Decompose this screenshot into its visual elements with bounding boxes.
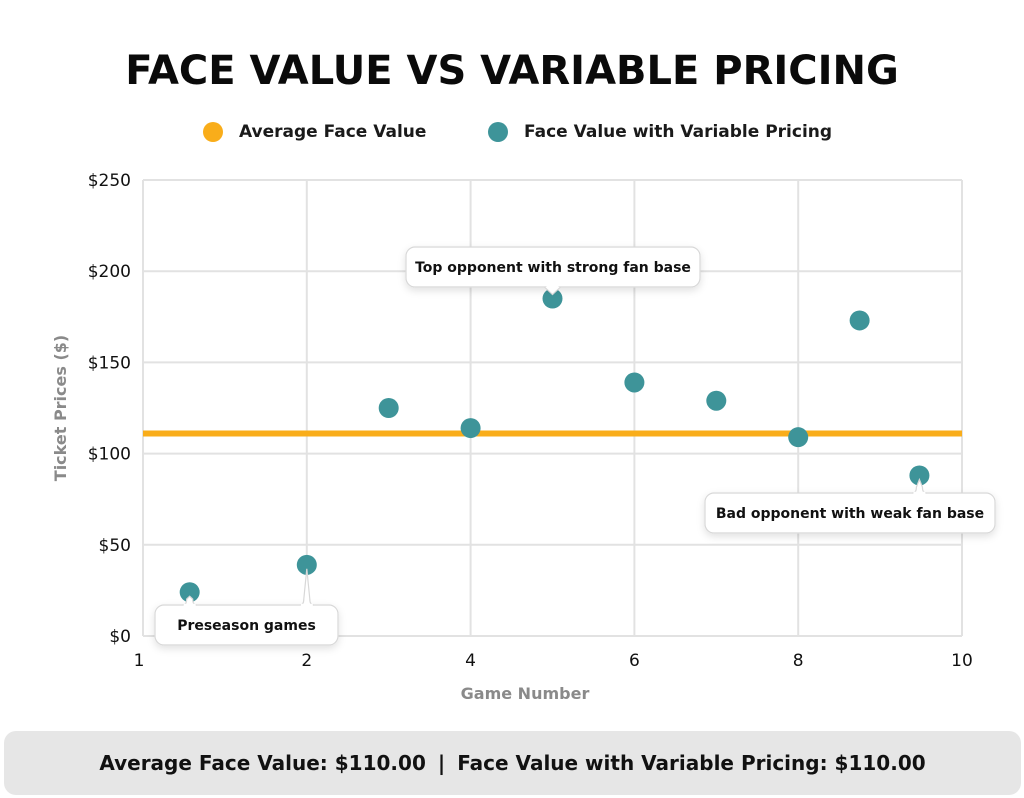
annotation-callout: Preseason games [154,568,339,646]
y-tick-label: $0 [109,627,131,647]
chart-title: FACE VALUE VS VARIABLE PRICING [125,48,899,94]
x-tick-label: 1 [134,651,145,671]
x-tick-label: 2 [301,651,312,671]
legend-label-average: Average Face Value [239,122,427,142]
data-point [179,582,200,603]
legend: Average Face Value Face Value with Varia… [0,122,1024,148]
summary-bar: Average Face Value: $110.00 | Face Value… [4,731,1021,795]
callout-box [154,604,339,646]
x-axis-label: Game Number [461,684,590,703]
data-point [849,310,870,331]
data-point [296,554,317,575]
summary-average: Average Face Value: $110.00 [99,751,426,775]
y-tick-label: $50 [99,536,131,556]
annotation-callout: Top opponent with strong fan base [405,246,701,296]
summary-separator: | [437,751,446,775]
y-axis-ticks: $0 $50 $100 $150 $200 $250 [88,171,131,647]
x-tick-label: 10 [951,651,973,671]
callout-pointer [544,286,561,296]
x-tick-label: 4 [465,651,476,671]
legend-label-variable: Face Value with Variable Pricing [524,122,833,142]
callout-text: Bad opponent with weak fan base [716,506,984,522]
data-point [788,427,809,448]
y-tick-label: $250 [88,171,131,191]
callout-text: Preseason games [177,618,316,634]
legend-swatch-average [203,122,223,142]
x-tick-label: 8 [793,651,804,671]
legend-item-variable: Face Value with Variable Pricing [488,122,832,142]
annotation-callout: Bad opponent with weak fan base [704,477,996,534]
y-axis-label: Ticket Prices ($) [51,335,70,481]
data-point [460,418,481,439]
y-tick-label: $200 [88,262,131,282]
data-point [542,288,563,309]
x-tick-label: 6 [629,651,640,671]
data-point [909,465,930,486]
y-tick-label: $100 [88,445,131,465]
data-point [706,390,727,411]
chart-plot: $0 $50 $100 $150 $200 $250 1 2 4 6 8 10 Ticket Pri… [51,171,996,703]
annotations: Top opponent with strong fan base Bad opp… [154,246,996,646]
data-point [624,372,645,393]
callout-pointer [299,568,314,606]
callout-box [704,492,996,534]
callout-text: Top opponent with strong fan base [415,260,691,276]
summary-variable: Face Value with Variable Pricing: $110.0… [457,751,926,775]
legend-swatch-variable [488,122,508,142]
scatter-points [179,288,930,603]
data-point [378,398,399,418]
legend-item-average: Average Face Value [203,122,426,142]
x-axis-ticks: 1 2 4 6 8 10 [134,651,973,671]
y-tick-label: $150 [88,353,131,373]
